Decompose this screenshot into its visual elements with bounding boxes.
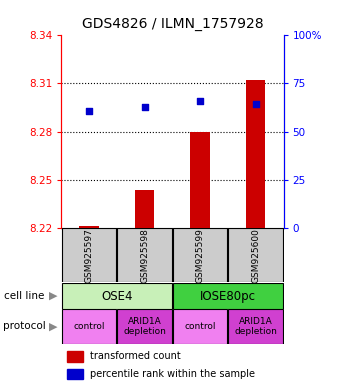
Text: GSM925599: GSM925599 [196, 228, 205, 283]
Bar [67, 369, 83, 379]
Bar [173, 283, 283, 309]
Text: GSM925597: GSM925597 [85, 228, 93, 283]
Text: control: control [184, 322, 216, 331]
Bar [173, 309, 228, 344]
Bar [229, 309, 283, 344]
Title: GDS4826 / ILMN_1757928: GDS4826 / ILMN_1757928 [82, 17, 263, 31]
Bar [229, 228, 283, 282]
Bar [62, 309, 116, 344]
Bar [135, 190, 154, 228]
Text: ▶: ▶ [49, 321, 58, 331]
Bar [79, 226, 99, 228]
Text: transformed count: transformed count [90, 351, 181, 361]
Bar [173, 228, 228, 282]
Bar [246, 80, 265, 228]
Point [197, 98, 203, 104]
Bar [190, 132, 210, 228]
Point [142, 104, 147, 110]
Bar [117, 309, 172, 344]
Text: control: control [73, 322, 105, 331]
Text: GSM925600: GSM925600 [251, 228, 260, 283]
Text: protocol: protocol [4, 321, 46, 331]
Bar [67, 351, 83, 362]
Bar [117, 228, 172, 282]
Text: IOSE80pc: IOSE80pc [200, 290, 256, 303]
Text: OSE4: OSE4 [101, 290, 133, 303]
Point [253, 101, 259, 107]
Text: percentile rank within the sample: percentile rank within the sample [90, 369, 255, 379]
Bar [62, 283, 172, 309]
Text: GSM925598: GSM925598 [140, 228, 149, 283]
Text: ARID1A
depletion: ARID1A depletion [234, 317, 277, 336]
Point [86, 108, 92, 114]
Text: cell line: cell line [4, 291, 44, 301]
Text: ▶: ▶ [49, 291, 58, 301]
Bar [62, 228, 116, 282]
Text: ARID1A
depletion: ARID1A depletion [123, 317, 166, 336]
